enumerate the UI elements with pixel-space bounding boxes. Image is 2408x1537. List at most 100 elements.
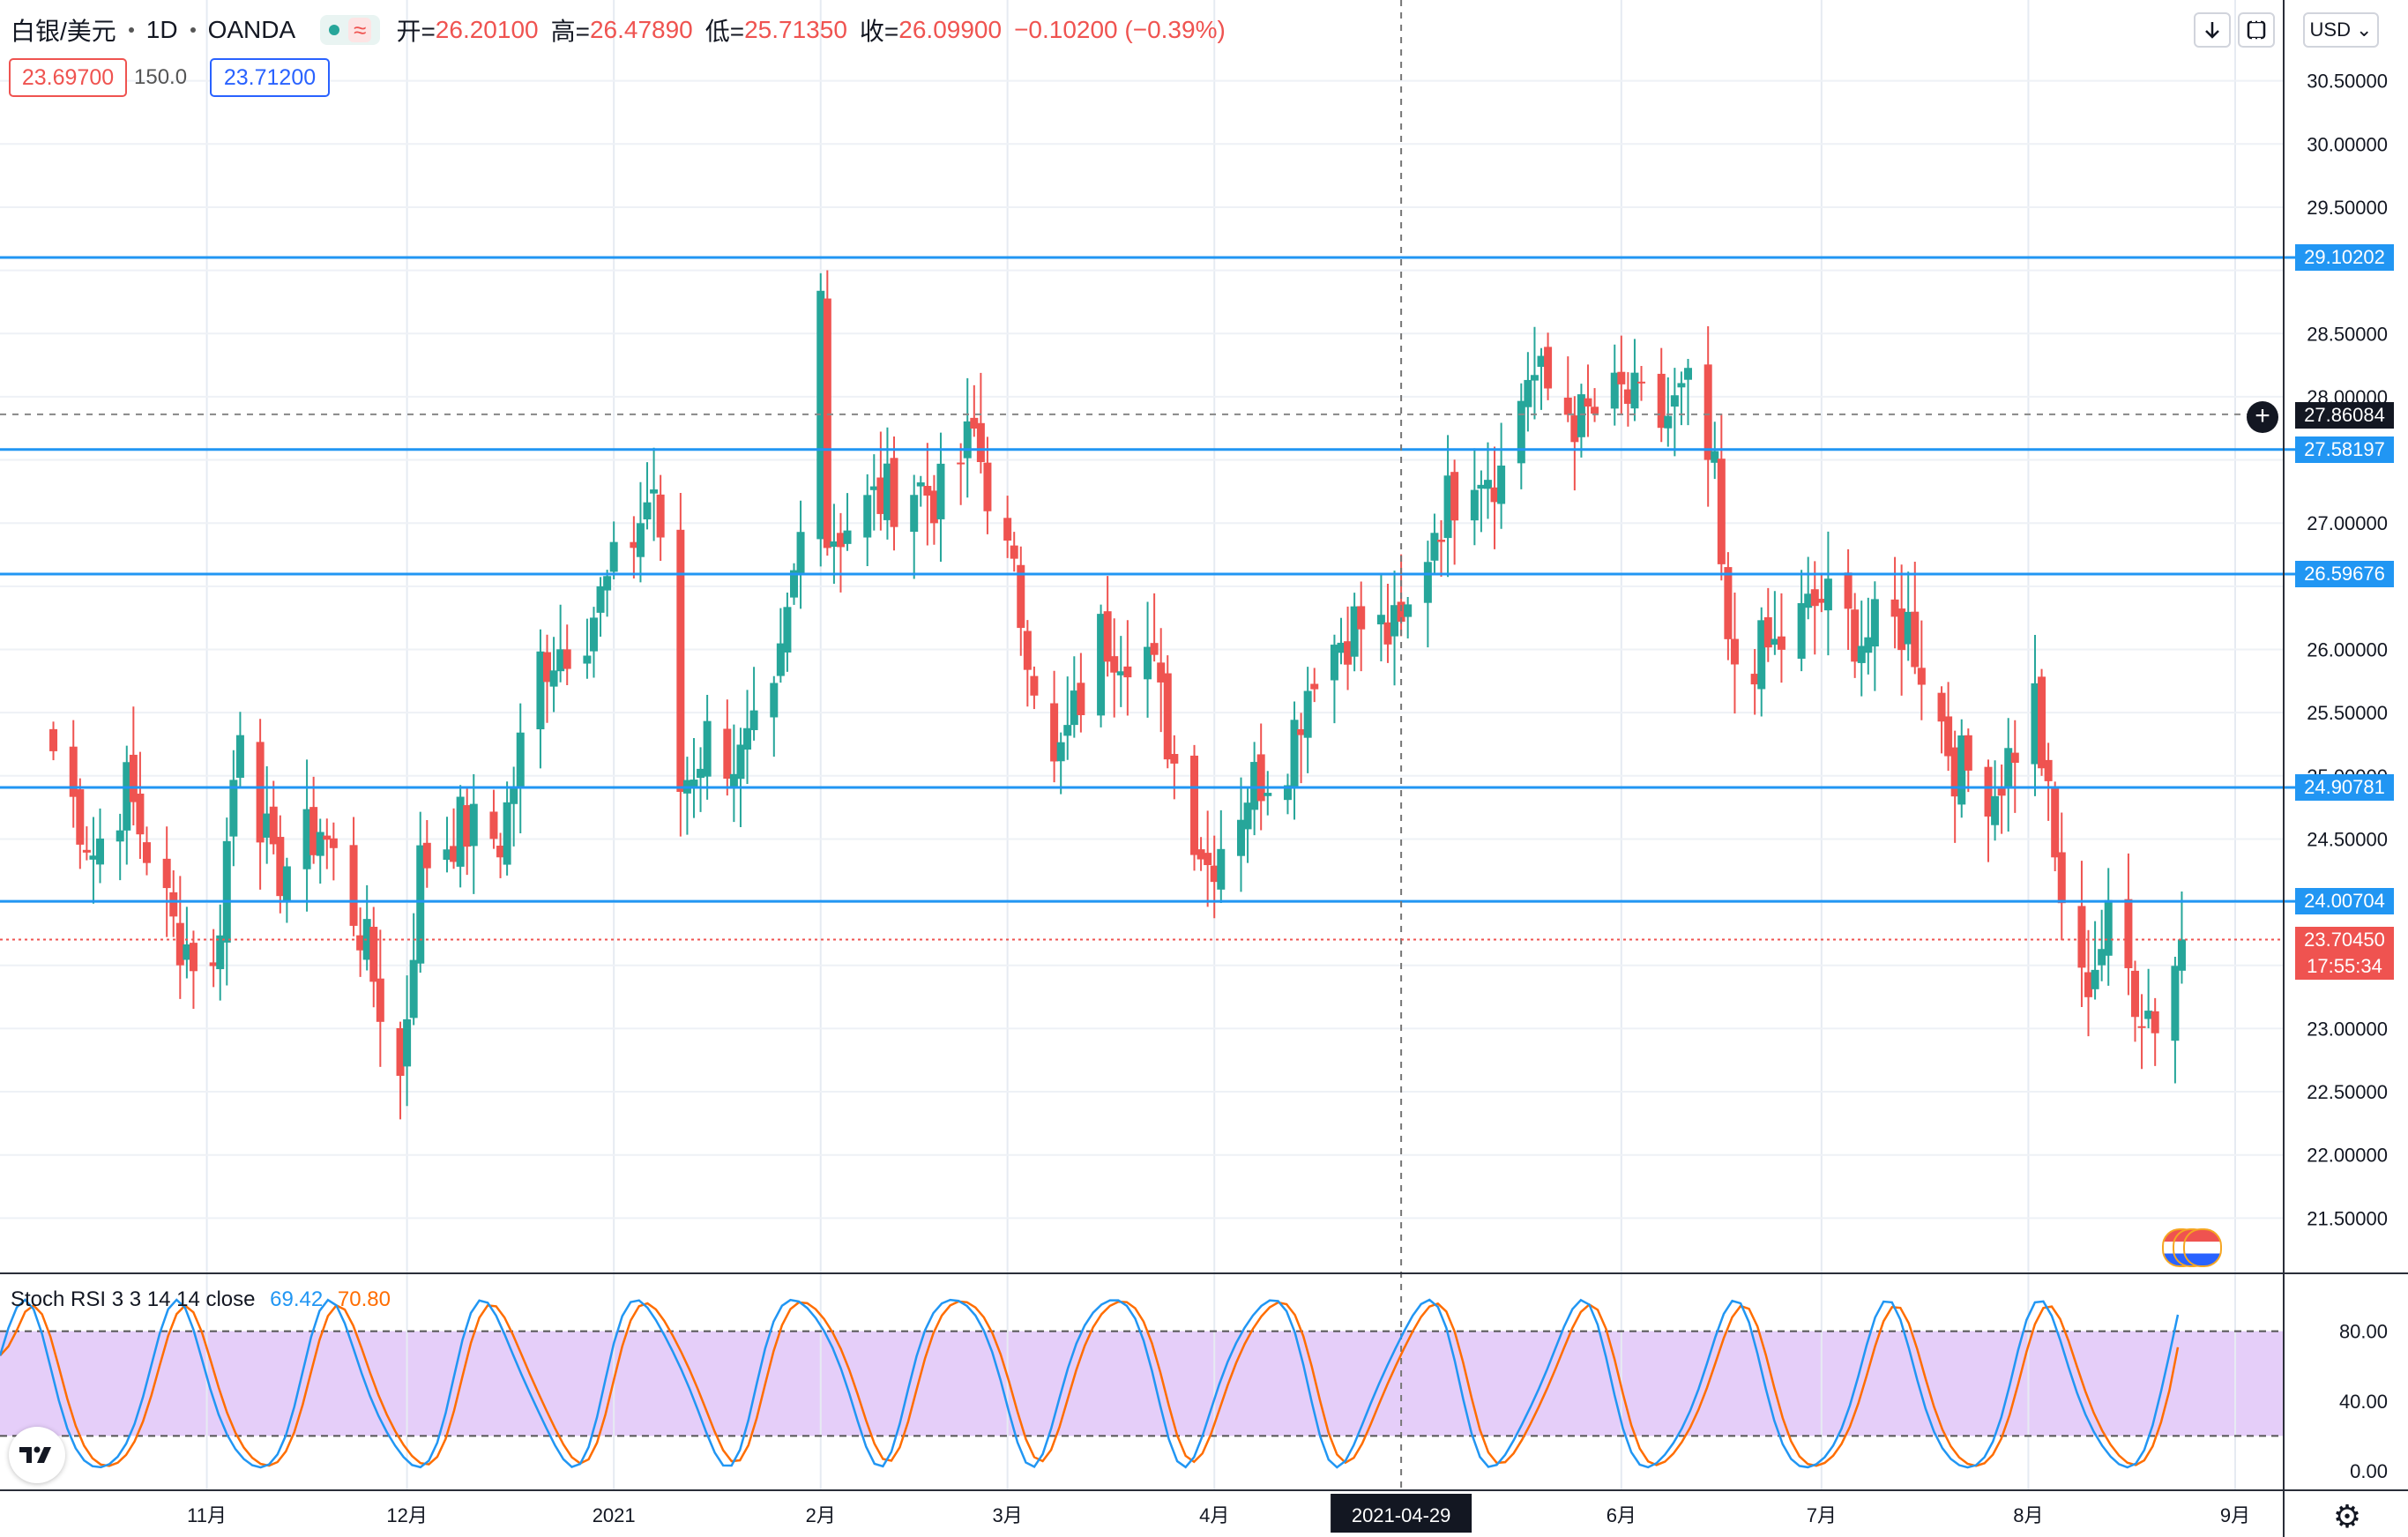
candle-body xyxy=(2144,1011,2153,1019)
candle-body xyxy=(643,502,652,519)
candle-body xyxy=(1050,703,1059,762)
candle-body xyxy=(1591,407,1599,414)
candle-body xyxy=(2130,970,2139,1018)
open-label: 开= xyxy=(396,18,436,45)
separator-dot xyxy=(190,27,196,33)
stoch-tick-label: 80.00 xyxy=(2339,1321,2388,1343)
candle-body xyxy=(1116,671,1125,675)
candle-body xyxy=(1470,489,1479,521)
candle-body xyxy=(2171,966,2180,1041)
time-axis-label: 11月 xyxy=(187,1504,227,1526)
chevron-down-icon: ⌄ xyxy=(2356,19,2373,41)
candle-body xyxy=(743,727,752,750)
candle-body xyxy=(183,944,191,960)
candle-body xyxy=(1264,793,1272,796)
countdown-label: 17:55:34 xyxy=(2295,953,2394,980)
candle-body xyxy=(963,421,972,459)
spread-value: 150.0 xyxy=(134,65,188,89)
gear-icon[interactable]: ⚙ xyxy=(2332,1498,2362,1534)
candle-body xyxy=(1217,848,1226,890)
currency-select[interactable]: USD ⌄ xyxy=(2303,12,2379,48)
indicator-k-value: 69.42 xyxy=(270,1287,324,1311)
candle-body xyxy=(216,935,225,970)
candle-body xyxy=(1477,484,1486,489)
candle-body xyxy=(1197,849,1205,860)
candle-body xyxy=(2124,899,2133,968)
candle-body xyxy=(2010,752,2019,764)
candle-body xyxy=(1984,766,1993,817)
candle-body xyxy=(1397,601,1405,623)
plus-circle-icon[interactable]: + xyxy=(2247,401,2278,433)
candle-body xyxy=(409,959,418,1018)
crosshair-date-box xyxy=(1331,1494,1472,1533)
candle-body xyxy=(1950,747,1959,797)
candle-body xyxy=(690,780,698,787)
candle-body xyxy=(970,417,979,429)
candle-body xyxy=(516,732,525,788)
interval-label[interactable]: 1D xyxy=(145,16,178,43)
candle-body xyxy=(1243,802,1252,830)
candle-body xyxy=(1030,675,1039,696)
buy-price-button[interactable]: 23.71200 xyxy=(210,58,330,97)
us-flag-events-icon[interactable] xyxy=(2162,1228,2229,1267)
arrow-down-icon[interactable] xyxy=(2194,12,2231,48)
candle-body xyxy=(1897,608,1906,651)
candle-body xyxy=(1357,606,1366,630)
exchange-label: OANDA xyxy=(207,16,296,43)
candle-body xyxy=(129,754,138,802)
candle-body xyxy=(422,842,431,869)
candle-body xyxy=(1056,742,1065,762)
candle-body xyxy=(222,840,231,943)
candle-body xyxy=(1683,368,1692,380)
candle-body xyxy=(1623,389,1632,404)
candle-body xyxy=(650,489,659,494)
candle-body xyxy=(2098,949,2106,966)
time-axis-label: 9月 xyxy=(2220,1504,2250,1526)
tradingview-logo[interactable] xyxy=(9,1427,65,1483)
candle-body xyxy=(729,773,738,788)
level-price-label: 24.00704 xyxy=(2295,888,2394,915)
close-value: 26.09900 xyxy=(898,16,1003,43)
market-status-pill[interactable]: ≈ xyxy=(320,15,381,45)
candle-body xyxy=(776,643,785,676)
time-axis-label: 2月 xyxy=(806,1504,836,1526)
symbol-name[interactable]: 白银/美元 xyxy=(11,18,116,45)
candle-body xyxy=(549,670,558,687)
candle-body xyxy=(175,922,184,966)
candle-body xyxy=(89,855,98,860)
sell-price-button[interactable]: 23.69700 xyxy=(9,58,127,97)
candle-body xyxy=(836,533,845,548)
candle-body xyxy=(1997,787,2006,796)
time-axis-label: 12月 xyxy=(386,1504,427,1526)
candle-body xyxy=(443,849,451,860)
candle-body xyxy=(603,576,612,591)
candle-body xyxy=(583,655,592,664)
candle-body xyxy=(1890,599,1899,617)
candle-body xyxy=(1070,690,1078,726)
wave-icon: ≈ xyxy=(348,18,372,42)
candle-body xyxy=(2177,939,2186,971)
candle-body xyxy=(356,935,365,951)
candle-body xyxy=(1823,578,1832,611)
candle-body xyxy=(376,978,384,1022)
candle-body xyxy=(403,1018,412,1067)
stoch-tick-label: 40.00 xyxy=(2339,1391,2388,1413)
time-axis-label: 6月 xyxy=(1607,1504,1636,1526)
candle-body xyxy=(676,529,685,793)
candle-body xyxy=(910,495,919,533)
candle-body xyxy=(1864,637,1873,653)
candle-body xyxy=(929,490,938,524)
candle-body xyxy=(1844,572,1853,609)
candle-body xyxy=(770,683,779,718)
candle-body xyxy=(503,802,511,865)
candle-body xyxy=(1497,465,1506,504)
price-tick-label: 21.50000 xyxy=(2307,1207,2388,1229)
candle-body xyxy=(510,787,518,804)
indicator-legend[interactable]: Stoch RSI 3 3 14 14 close 69.42 70.80 xyxy=(11,1287,391,1312)
candle-body xyxy=(69,746,78,797)
candle-body xyxy=(235,735,244,779)
candle-body xyxy=(789,570,798,598)
indicator-name: Stoch RSI 3 3 14 14 close xyxy=(11,1287,256,1311)
fullscreen-icon[interactable] xyxy=(2238,12,2275,48)
